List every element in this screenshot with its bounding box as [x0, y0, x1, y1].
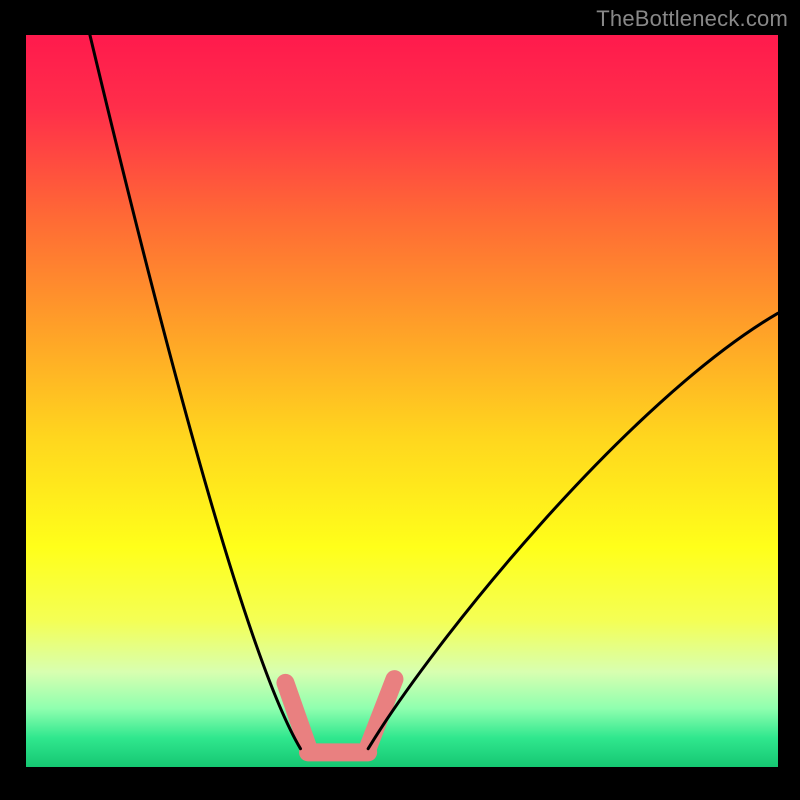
bottleneck-chart [0, 0, 800, 800]
watermark-text: TheBottleneck.com [596, 6, 788, 32]
chart-stage: TheBottleneck.com [0, 0, 800, 800]
gradient-background [26, 35, 778, 767]
